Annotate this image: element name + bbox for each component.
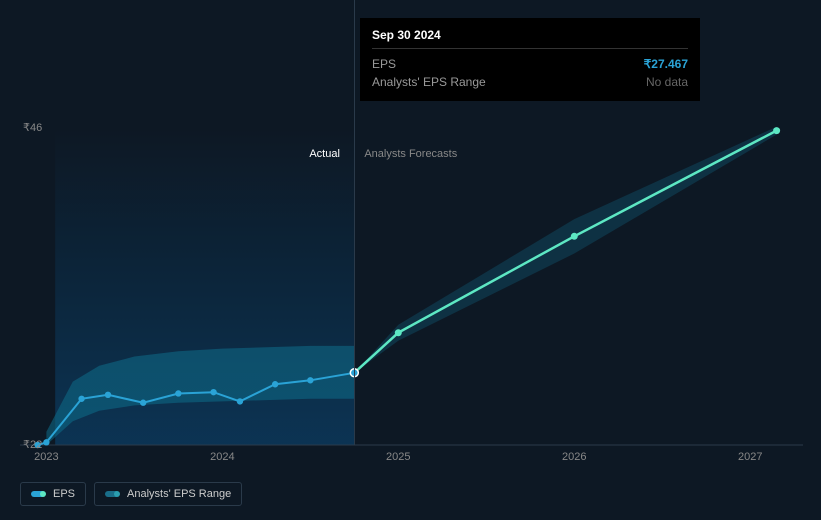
eps-forecast-point [773,127,780,134]
eps-actual-point [237,398,243,404]
eps-actual-point [175,390,181,396]
tooltip-label: EPS [372,57,396,71]
eps-actual-point [210,389,216,395]
eps-actual-point [105,392,111,398]
legend: EPS Analysts' EPS Range [20,482,242,506]
hover-tooltip: Sep 30 2024 EPS ₹27.467 Analysts' EPS Range… [360,18,700,101]
y-tick-label: ₹22 [23,438,42,451]
legend-item[interactable]: EPS [20,482,86,506]
eps-actual-point [78,396,84,402]
x-tick-label: 2027 [738,451,762,463]
tooltip-row: Analysts' EPS Range No data [372,73,688,91]
eps-actual-point [272,381,278,387]
eps-forecast-point [571,233,578,240]
legend-swatch [105,491,119,497]
eps-actual-point [43,439,49,445]
tooltip-value: No data [646,75,688,89]
region-label-forecast: Analysts Forecasts [364,148,457,160]
eps-forecast-point [395,329,402,336]
legend-dot-icon [40,491,46,497]
x-tick-label: 2025 [386,451,410,463]
tooltip-label: Analysts' EPS Range [372,75,486,89]
tooltip-row: EPS ₹27.467 [372,55,688,73]
eps-actual-point [307,377,313,383]
legend-label: EPS [53,488,75,500]
eps-actual-point [140,400,146,406]
region-label-actual: Actual [309,148,340,160]
legend-item[interactable]: Analysts' EPS Range [94,482,242,506]
x-tick-label: 2026 [562,451,586,463]
tooltip-title: Sep 30 2024 [372,28,688,49]
legend-dot-icon [114,491,120,497]
actual-forecast-divider [354,0,355,445]
tooltip-value: ₹27.467 [644,57,688,71]
legend-swatch [31,491,45,497]
x-tick-label: 2024 [210,451,234,463]
legend-label: Analysts' EPS Range [127,488,231,500]
x-tick-label: 2023 [34,451,58,463]
y-tick-label: ₹46 [23,121,42,134]
